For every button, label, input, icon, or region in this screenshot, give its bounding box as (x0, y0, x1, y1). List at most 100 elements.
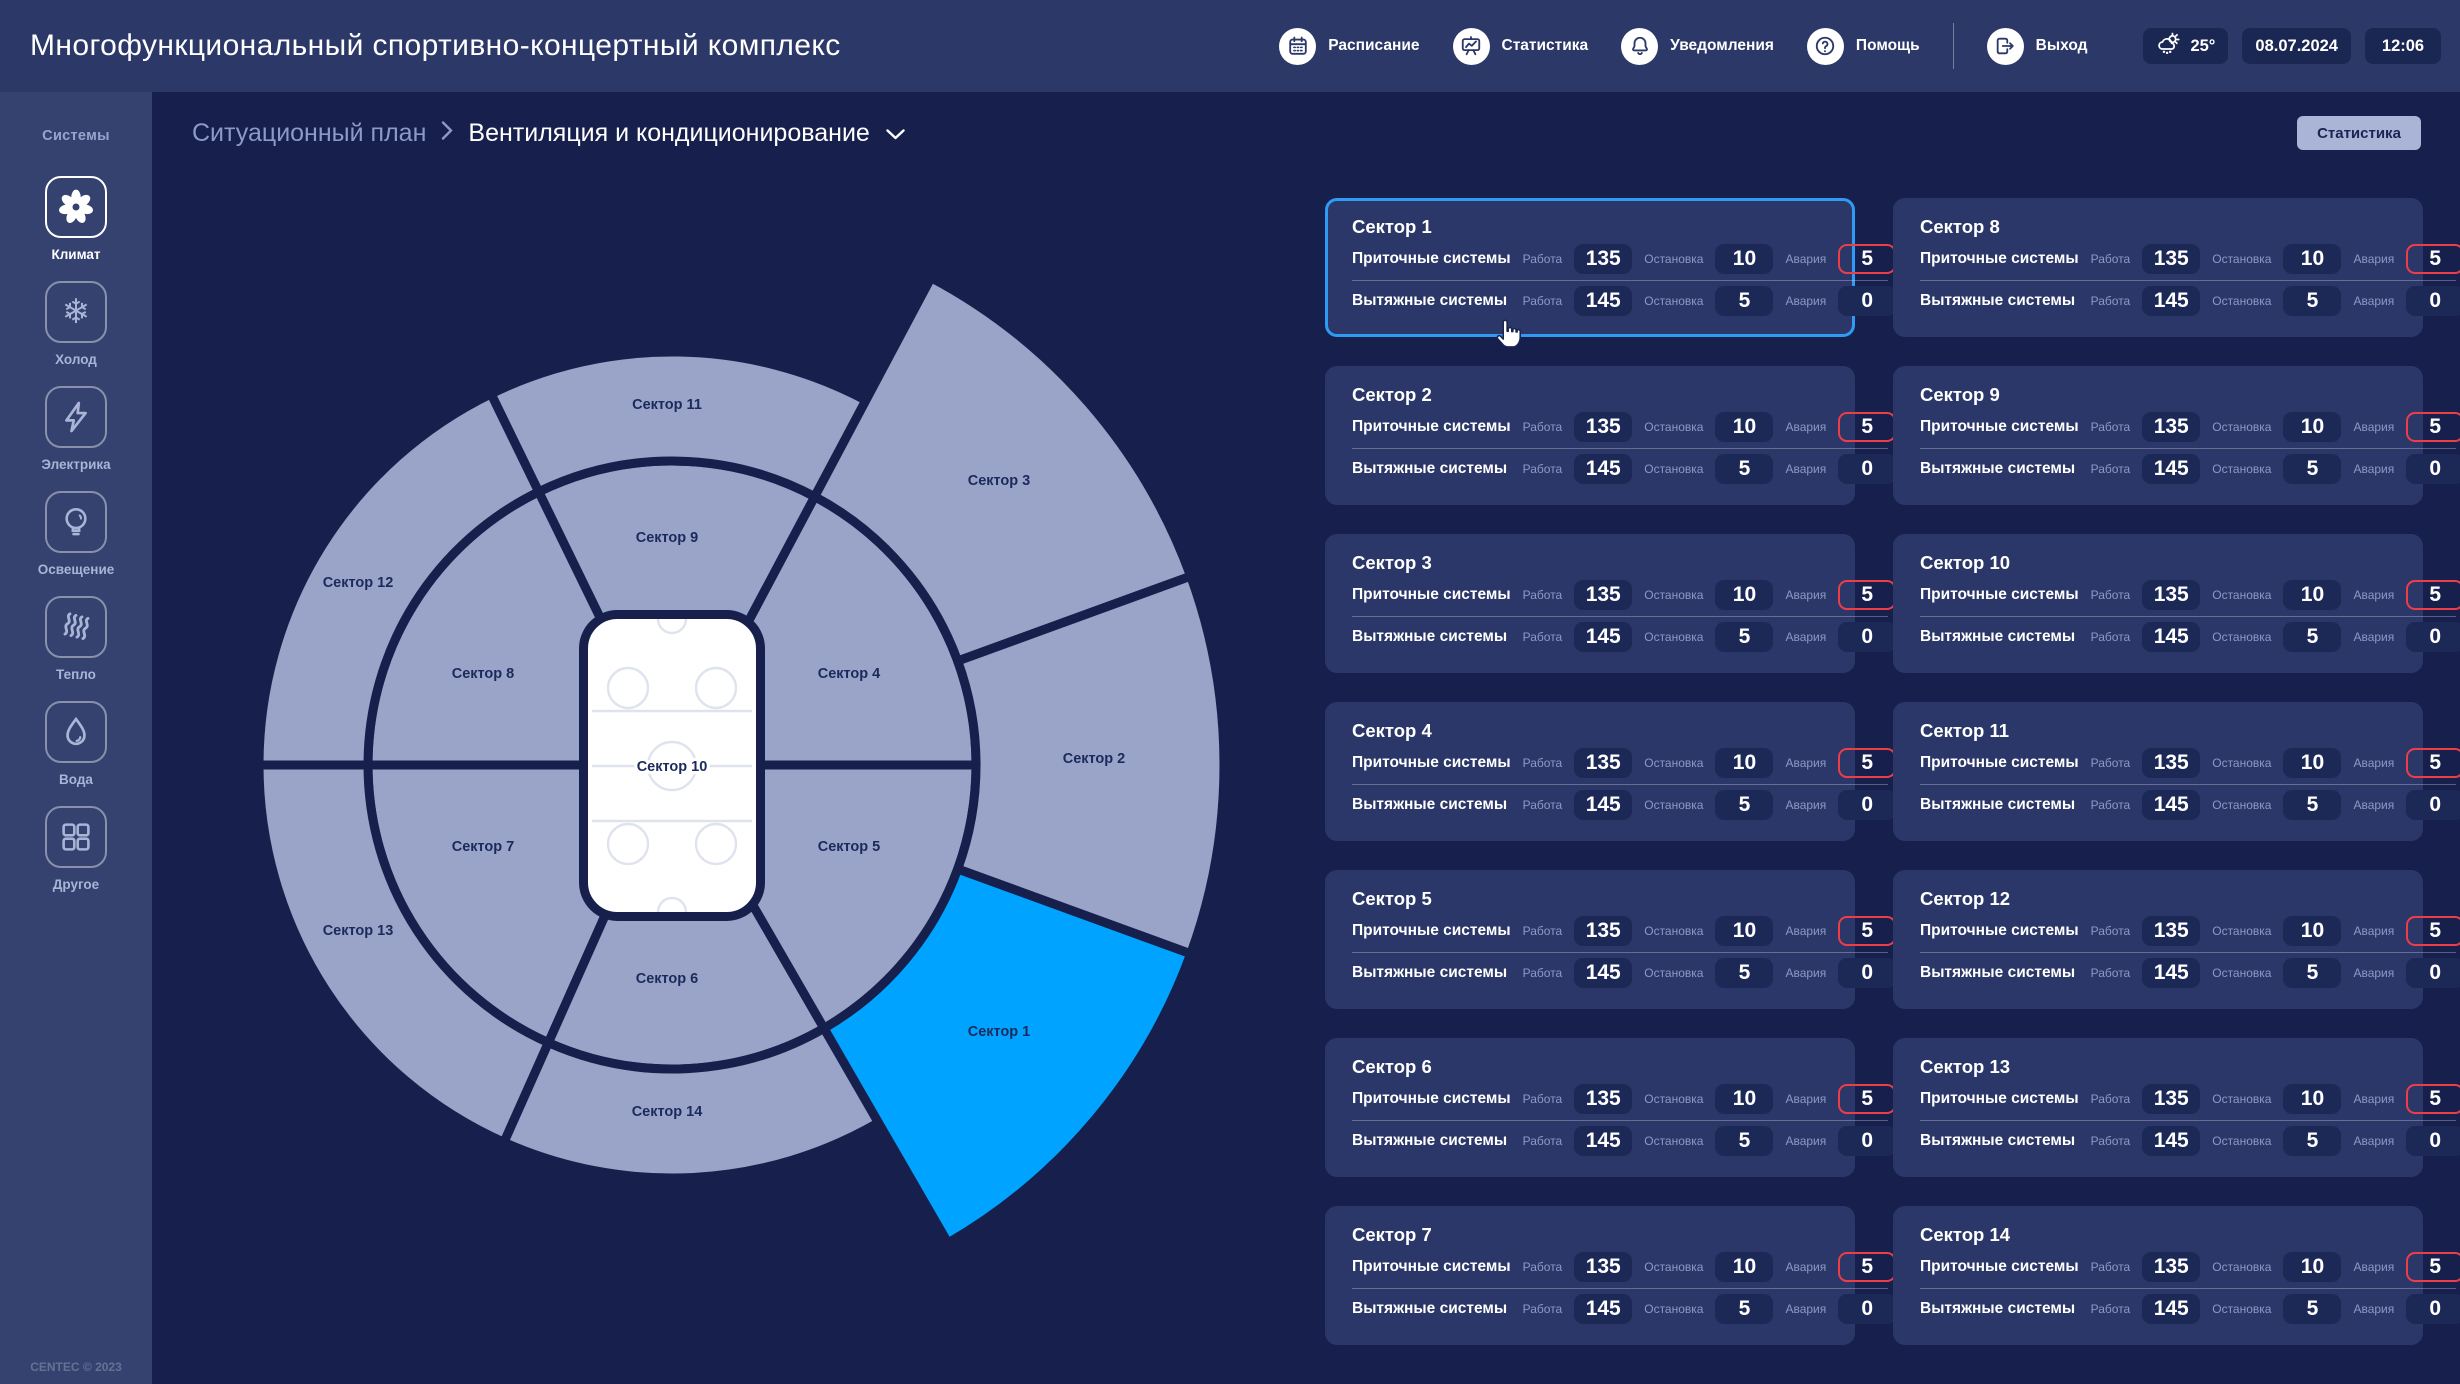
metric-label: Работа (2090, 630, 2131, 645)
metric-value-stop: 10 (1715, 747, 1774, 778)
metric-label: Работа (1522, 587, 1563, 602)
breadcrumb-current[interactable]: Вентиляция и кондиционирование (468, 118, 870, 147)
sidebar-items: Климат ❄ Холод Электрика Освещение Тепло Вода Д… (38, 176, 114, 892)
metric-label: Работа (2090, 1259, 2131, 1274)
row-label: Вытяжные системы (1920, 1300, 2076, 1318)
metric-label: Остановка (1644, 923, 1704, 938)
card-title: Сектор 5 (1352, 888, 1432, 909)
sidebar-item-electricity[interactable]: Электрика (41, 386, 111, 472)
metric-label: Остановка (1644, 251, 1704, 266)
nav-schedule[interactable]: Расписание (1279, 27, 1420, 65)
sidebar-item-cold[interactable]: ❄ Холод (45, 281, 107, 367)
page-head: Ситуационный план Вентиляция и кондицион… (192, 116, 2421, 150)
sector-card[interactable]: Сектор 13 Приточные системы Работа 135 Остан… (1893, 1038, 2460, 1177)
row-label: Вытяжные системы (1352, 796, 1508, 814)
metric-value-stop: 10 (2283, 1083, 2342, 1114)
sector-card[interactable]: Сектор 5 Приточные системы Работа 135 Остано… (1325, 870, 1897, 1009)
row-label: Вытяжные системы (1920, 292, 2076, 310)
sector-card[interactable]: Сектор 2 Приточные системы Работа 135 Остано… (1325, 366, 1897, 505)
card-divider (1920, 1287, 2457, 1289)
sidebar-item-climate[interactable]: Климат (45, 176, 107, 262)
card-divider (1352, 279, 1889, 281)
sector-card[interactable]: Сектор 6 Приточные системы Работа 135 Остано… (1325, 1038, 1897, 1177)
metric-label: Остановка (1644, 294, 1704, 309)
row-label: Приточные системы (1920, 417, 2079, 435)
nav-help[interactable]: Помощь (1806, 27, 1920, 65)
metric-label: Работа (2090, 251, 2131, 266)
header: Многофункциональный спортивно-концертный… (0, 0, 2460, 92)
card-title: Сектор 11 (1920, 720, 2010, 741)
sector-card[interactable]: Сектор 14 Приточные системы Работа 135 Остан… (1893, 1206, 2460, 1345)
sidebar-item-heat[interactable]: Тепло (45, 596, 107, 682)
row-label: Вытяжные системы (1352, 1132, 1508, 1150)
metric-label: Остановка (2212, 630, 2272, 645)
metric-label: Остановка (2212, 798, 2272, 813)
rink[interactable]: Сектор 10 (579, 610, 765, 921)
supply-row: Приточные системы Работа 135 Остановка 10 Ава… (1352, 574, 1897, 616)
metric-value-work: 145 (2142, 622, 2201, 653)
breadcrumb-parent[interactable]: Ситуационный план (192, 118, 427, 147)
statistics-button[interactable]: Статистика (2297, 116, 2421, 150)
sector-card[interactable]: Сектор 3 Приточные системы Работа 135 Остано… (1325, 534, 1897, 673)
metric-label: Работа (1522, 755, 1563, 770)
metric-label: Авария (1785, 630, 1827, 645)
sector-card[interactable]: Сектор 9 Приточные системы Работа 135 Остано… (1893, 366, 2460, 505)
metric-value-stop: 5 (1715, 1294, 1774, 1325)
map-sector[interactable] (810, 273, 1196, 666)
sector-card[interactable]: Сектор 4 Приточные системы Работа 135 Остано… (1325, 702, 1897, 841)
metric-value-stop: 10 (1715, 915, 1774, 946)
header-chips: 25° 08.07.2024 12:06 (2143, 28, 2441, 64)
metric-label: Остановка (1644, 1091, 1704, 1106)
metric-label: Авария (2353, 755, 2395, 770)
card-title: Сектор 1 (1352, 216, 1432, 237)
calendar-icon (1279, 27, 1317, 65)
metric-label: Остановка (2212, 251, 2272, 266)
metric-value-work: 135 (1574, 243, 1633, 274)
sidebar-item-other[interactable]: Другое (45, 806, 107, 892)
row-label: Вытяжные системы (1920, 796, 2076, 814)
card-divider (1352, 783, 1889, 785)
metric-label: Работа (2090, 1134, 2131, 1149)
metric-label: Работа (2090, 462, 2131, 477)
metric-label: Остановка (2212, 1091, 2272, 1106)
grid-icon (45, 806, 107, 868)
metric-label: Остановка (2212, 462, 2272, 477)
metric-value-alarm: 5 (2406, 411, 2460, 442)
sector-card[interactable]: Сектор 12 Приточные системы Работа 135 Остан… (1893, 870, 2460, 1009)
row-label: Вытяжные системы (1352, 1300, 1508, 1318)
row-label: Приточные системы (1352, 249, 1511, 267)
nav-notifications[interactable]: Уведомления (1621, 27, 1774, 65)
sector-card[interactable]: Сектор 1 Приточные системы Работа 135 Остано… (1325, 198, 1897, 337)
metric-label: Авария (2353, 1134, 2395, 1149)
metric-value-alarm: 0 (1838, 1126, 1897, 1157)
metric-value-stop: 5 (2283, 1294, 2342, 1325)
metric-value-stop: 10 (2283, 1251, 2342, 1282)
sector-card[interactable]: Сектор 7 Приточные системы Работа 135 Остано… (1325, 1206, 1897, 1345)
exhaust-row: Вытяжные системы Работа 145 Остановка 5 Авари… (1920, 953, 2460, 995)
sidebar-item-lighting[interactable]: Освещение (38, 491, 114, 577)
sector-card[interactable]: Сектор 10 Приточные системы Работа 135 Остан… (1893, 534, 2460, 673)
metric-label: Работа (2090, 1302, 2131, 1317)
chevron-down-icon[interactable] (885, 119, 906, 148)
metric-label: Остановка (2212, 1302, 2272, 1317)
metric-label: Работа (1522, 966, 1563, 981)
sector-card[interactable]: Сектор 8 Приточные системы Работа 135 Остано… (1893, 198, 2460, 337)
supply-row: Приточные системы Работа 135 Остановка 10 Ава… (1352, 406, 1897, 448)
sidebar-item-water[interactable]: Вода (45, 701, 107, 787)
supply-row: Приточные системы Работа 135 Остановка 10 Ава… (1352, 238, 1897, 280)
supply-row: Приточные системы Работа 135 Остановка 10 Ава… (1920, 1078, 2460, 1120)
metric-label: Авария (2353, 1091, 2395, 1106)
card-title: Сектор 12 (1920, 888, 2011, 909)
metric-label: Авария (2353, 462, 2395, 477)
card-divider (1920, 615, 2457, 617)
metric-value-work: 135 (2142, 1251, 2201, 1282)
metric-label: Остановка (1644, 587, 1704, 602)
nav-exit[interactable]: Выход (1986, 27, 2087, 65)
sector-card[interactable]: Сектор 11 Приточные системы Работа 135 Остан… (1893, 702, 2460, 841)
metric-label: Авария (1785, 294, 1827, 309)
metric-label: Остановка (2212, 419, 2272, 434)
map-sector[interactable] (953, 571, 1229, 959)
metric-value-alarm: 5 (1838, 1251, 1897, 1282)
nav-statistics[interactable]: Статистика (1452, 27, 1588, 65)
map-sector[interactable] (819, 864, 1196, 1248)
